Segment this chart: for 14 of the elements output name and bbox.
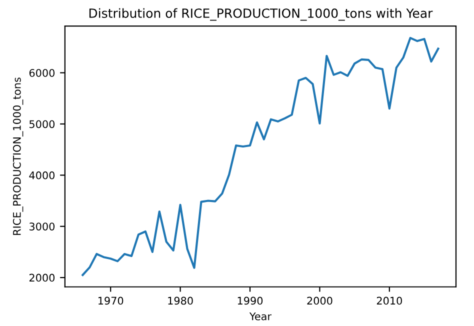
y-tick-label: 5000 (30, 120, 55, 128)
y-tick-label: 3000 (30, 222, 55, 230)
x-tick-label: 2000 (307, 296, 332, 305)
x-axis-title: Year (249, 312, 272, 320)
y-tick-label: 4000 (29, 171, 55, 180)
y-axis-title: RICE_PRODUCTION_1000_tons (12, 78, 24, 235)
x-tick-label: 2010 (376, 296, 402, 305)
x-tick-label: 1990 (238, 296, 263, 305)
x-tick-label: 1980 (168, 296, 193, 305)
chart-title: Distribution of RICE_PRODUCTION_1000_tons with Year (89, 8, 433, 21)
x-tick-label: 1970 (98, 296, 124, 305)
y-tick-label: 2000 (29, 274, 55, 282)
y-tick-label: 6000 (29, 69, 55, 77)
line-series (82, 36, 440, 276)
